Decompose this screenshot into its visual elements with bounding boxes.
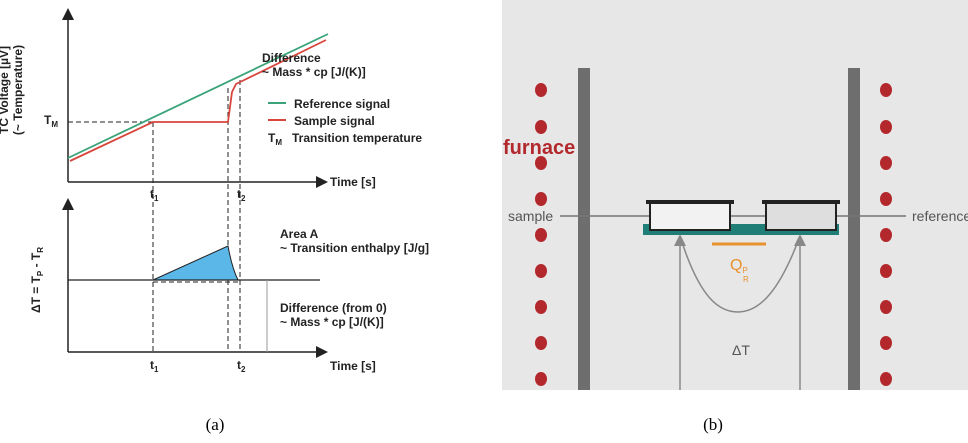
area <box>153 246 238 280</box>
panel-a: TC Voltage [µV] (~ Temperature) TM Diffe… <box>0 14 429 374</box>
symbol: Q <box>730 257 742 274</box>
guides <box>68 80 240 352</box>
subscript: 1 <box>154 365 159 374</box>
caption: (b) <box>703 415 723 434</box>
legend-entry: Sample signal <box>294 114 375 128</box>
caption: (a) <box>206 415 225 434</box>
reference-label: reference <box>912 208 968 224</box>
pan-lid <box>762 200 840 204</box>
y-axis-label: ΔT = TP - TR <box>29 247 45 313</box>
tm-label: TM <box>44 113 58 129</box>
furnace-wall <box>578 68 590 390</box>
furnace-label: furnace <box>503 137 575 159</box>
furnace-wall <box>848 68 860 390</box>
figure: TC Voltage [µV] (~ Temperature) TM Diffe… <box>0 0 968 443</box>
reference-pan <box>766 202 836 230</box>
delta-t-label: ΔT <box>732 342 750 358</box>
difference-label: Difference (from 0) <box>280 301 387 315</box>
x-tick-label: t1 <box>150 187 159 203</box>
background <box>502 0 968 390</box>
subscript: R <box>36 247 45 253</box>
subscript: M <box>51 120 58 129</box>
area-label: ~ Transition enthalpy [J/g] <box>280 241 429 255</box>
pan-lid <box>646 200 734 204</box>
difference-label: ~ Mass * cp [J/(K)] <box>280 315 384 329</box>
difference-label: ~ Mass * cp [J/(K)] <box>262 65 366 79</box>
y-axis-label: (~ Temperature) <box>11 45 25 135</box>
x-tick-label: t2 <box>237 187 246 203</box>
x-axis-label: Time [s] <box>330 359 376 373</box>
subscript: 2 <box>241 365 246 374</box>
sample-pan <box>650 202 730 230</box>
y-axis-label: TC Voltage [µV] <box>0 46 11 134</box>
x-tick-label: t2 <box>237 358 246 374</box>
subscript: R <box>743 275 749 284</box>
text: - T <box>29 252 43 271</box>
subscript: 2 <box>241 194 246 203</box>
area-label: Area A <box>280 227 319 241</box>
sample-label: sample <box>508 208 553 224</box>
text: Transition temperature <box>292 131 422 145</box>
legend-entry: Reference signal <box>294 97 390 111</box>
subscript: 1 <box>154 194 159 203</box>
subscript: M <box>275 138 282 147</box>
difference-label: Difference <box>262 51 321 65</box>
subscript: P <box>742 266 747 275</box>
text: ΔT = T <box>29 275 43 313</box>
x-axis-label: Time [s] <box>330 175 376 189</box>
x-tick-label: t1 <box>150 358 159 374</box>
